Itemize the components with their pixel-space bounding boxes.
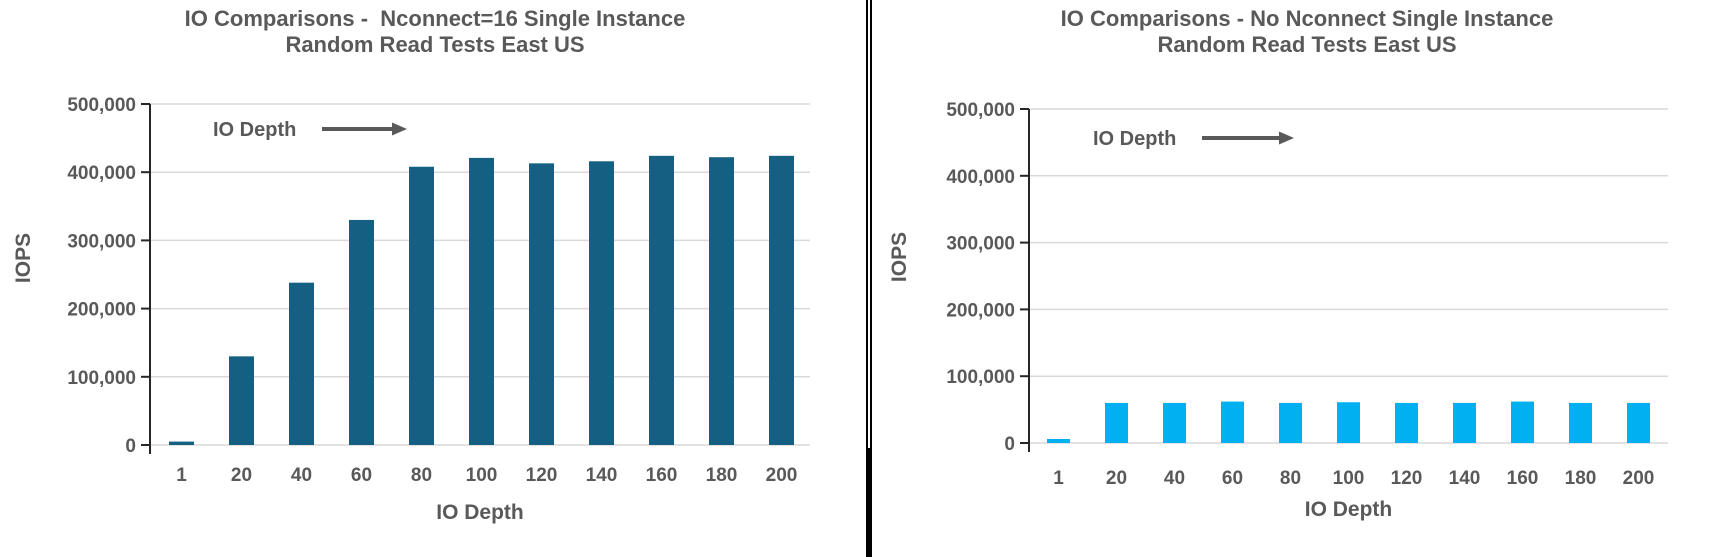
right-chart-y-axis-title: IOPS [888,232,911,282]
left-chart-x-tick-label-40: 40 [291,465,312,486]
right-chart-x-tick-label-200: 200 [1623,468,1655,489]
right-chart-bar-60 [1221,401,1244,443]
right-chart-title-line2: Random Read Tests East US [1157,32,1457,57]
left-chart-y-tick-label-400000: 400,000 [67,163,136,184]
left-chart-bar-20 [229,356,254,445]
left-chart-title-line1: IO Comparisons - Nconnect=16 Single Inst… [184,6,686,31]
divider-thin-line-left [866,0,868,557]
right-chart-y-tick-label-400000: 400,000 [946,167,1015,188]
right-chart-x-tick-label-1: 1 [1053,468,1064,489]
left-chart-bar-40 [289,282,314,445]
left-chart-io-depth-annotation: IO Depth [213,119,296,141]
right-chart-bar-140 [1453,402,1476,443]
divider-thick-segment [865,448,872,557]
left-chart-y-tick-label-200000: 200,000 [67,300,136,321]
right-chart-arrow-head-icon [1279,131,1294,145]
right-chart-x-tick-label-160: 160 [1507,468,1539,489]
right-chart-bar-180 [1569,402,1592,443]
left-chart-bar-1 [169,441,194,445]
left-chart-bar-140 [589,161,614,445]
right-chart-bar-80 [1279,402,1302,443]
left-chart-y-tick-label-0: 0 [125,436,136,457]
right-chart-x-tick-label-140: 140 [1449,468,1481,489]
left-chart-bar-200 [769,155,794,445]
left-chart-title-line2: Random Read Tests East US [285,32,585,57]
right-chart-title: IO Comparisons - No Nconnect Single Inst… [937,6,1677,58]
left-chart-bar-120 [529,163,554,446]
left-chart-x-tick-label-1: 1 [176,465,187,486]
left-chart-title: IO Comparisons - Nconnect=16 Single Inst… [10,6,860,58]
left-chart-x-tick-label-200: 200 [766,465,798,486]
right-chart-x-tick-label-40: 40 [1164,468,1185,489]
left-chart-x-tick-label-100: 100 [466,465,498,486]
left-chart-x-tick-label-120: 120 [526,465,558,486]
left-chart-y-axis-title: IOPS [12,233,35,283]
right-chart-x-tick-label-100: 100 [1333,468,1365,489]
right-chart-y-tick-label-500000: 500,000 [946,100,1015,121]
right-chart-io-depth-annotation: IO Depth [1093,128,1176,150]
right-chart-x-tick-label-60: 60 [1222,468,1243,489]
right-chart-bar-1 [1047,438,1070,443]
right-chart-x-axis-title: IO Depth [1305,498,1393,521]
left-chart-y-tick-label-500000: 500,000 [67,95,136,116]
divider-thin-line-right [869,0,872,557]
right-chart-bar-40 [1163,402,1186,443]
right-chart-x-tick-label-180: 180 [1565,468,1597,489]
left-chart-x-tick-label-60: 60 [351,465,372,486]
right-chart-bar-200 [1627,402,1650,443]
left-chart-bar-160 [649,155,674,445]
left-chart-bar-80 [409,166,434,445]
right-chart-y-tick-label-300000: 300,000 [946,234,1015,255]
right-chart-y-tick-label-0: 0 [1004,434,1015,455]
left-chart-y-tick-label-300000: 300,000 [67,231,136,252]
left-chart-bar-100 [469,157,494,446]
right-chart-bar-100 [1337,402,1360,443]
right-chart-y-tick-label-200000: 200,000 [946,300,1015,321]
right-chart-x-tick-label-80: 80 [1280,468,1301,489]
right-chart-y-tick-label-100000: 100,000 [946,367,1015,388]
left-chart-bar-180 [709,157,734,446]
left-chart-x-tick-label-20: 20 [231,465,252,486]
left-chart-x-tick-label-180: 180 [706,465,738,486]
left-chart-arrow-head-icon [392,122,407,136]
left-chart-x-tick-label-160: 160 [646,465,678,486]
right-chart-title-line1: IO Comparisons - No Nconnect Single Inst… [1060,6,1554,31]
left-chart-x-tick-label-80: 80 [411,465,432,486]
right-chart-x-tick-label-20: 20 [1106,468,1127,489]
left-chart-bar-60 [349,219,374,445]
right-chart-bar-160 [1511,401,1534,443]
left-chart-x-tick-label-140: 140 [586,465,618,486]
right-chart-bar-120 [1395,402,1418,443]
left-chart-x-axis-title: IO Depth [436,501,524,524]
right-chart-x-tick-label-120: 120 [1391,468,1423,489]
right-chart-bar-20 [1105,402,1128,443]
left-chart-y-tick-label-100000: 100,000 [67,368,136,389]
